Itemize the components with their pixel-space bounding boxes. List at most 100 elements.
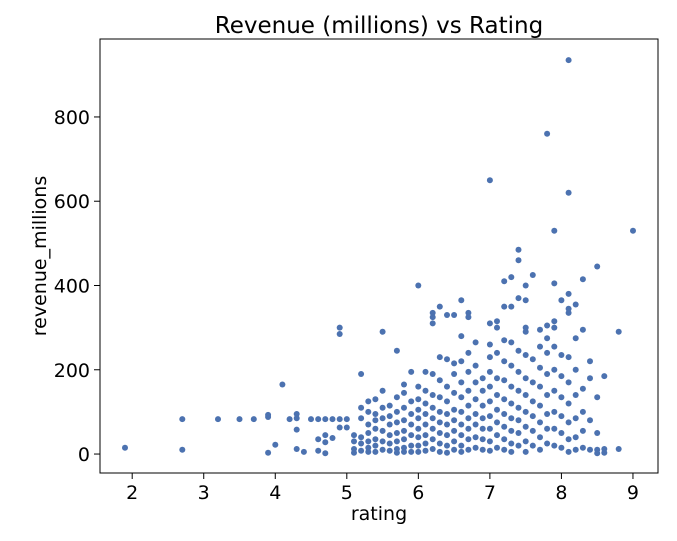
data-point [351, 449, 357, 456]
data-point [415, 448, 422, 455]
data-point [572, 415, 579, 422]
data-point [379, 328, 386, 335]
chart-title: Revenue (millions) vs Rating [215, 13, 543, 39]
data-point [336, 331, 343, 337]
data-point [236, 416, 243, 423]
data-point [544, 411, 551, 417]
data-point [122, 444, 128, 451]
data-point [458, 432, 465, 439]
data-point [537, 419, 543, 426]
data-point [458, 421, 465, 428]
data-point [522, 448, 529, 455]
data-point [494, 318, 500, 325]
data-point [372, 442, 379, 449]
data-point [486, 383, 493, 390]
data-point [179, 446, 186, 453]
data-point [529, 442, 536, 449]
data-point [501, 446, 508, 453]
data-point [572, 434, 579, 441]
data-point [515, 404, 522, 411]
data-point [458, 408, 465, 415]
data-point [486, 447, 493, 454]
data-point [486, 354, 493, 361]
data-point [486, 413, 493, 420]
data-point [558, 413, 565, 420]
data-point [458, 297, 465, 304]
data-point [594, 430, 601, 436]
data-point [587, 375, 593, 382]
y-tick-label: 0 [78, 444, 90, 466]
data-point [179, 416, 186, 423]
data-point [336, 424, 343, 431]
data-point [286, 416, 293, 423]
x-axis-ticks: 2 3 4 5 6 7 8 9 [126, 473, 639, 504]
data-point [422, 440, 429, 447]
data-point [515, 387, 522, 394]
data-point [479, 402, 486, 409]
data-point [393, 408, 400, 415]
data-point [329, 435, 336, 441]
data-point [393, 419, 400, 426]
data-point [537, 446, 543, 453]
data-point [601, 449, 608, 456]
data-point [508, 339, 515, 346]
data-point [558, 430, 565, 436]
x-tick-label: 2 [126, 482, 138, 504]
data-point [486, 320, 493, 327]
data-point [408, 411, 415, 417]
data-point [393, 430, 400, 436]
data-point [565, 448, 572, 455]
data-point [594, 263, 601, 270]
data-point [472, 411, 479, 417]
data-point [265, 449, 272, 456]
data-point [529, 413, 536, 420]
data-point [537, 383, 543, 390]
data-point [401, 427, 407, 434]
data-point [444, 312, 450, 318]
data-point [465, 425, 472, 432]
data-point [472, 444, 479, 451]
data-point [529, 272, 536, 278]
data-point [529, 398, 536, 405]
data-point [565, 309, 572, 316]
data-point [558, 444, 565, 451]
data-point [494, 444, 500, 451]
data-point [401, 448, 407, 455]
data-point [465, 387, 472, 394]
data-point [565, 189, 572, 196]
data-point [365, 448, 372, 455]
data-point [501, 337, 508, 344]
data-point [537, 364, 543, 371]
data-point [358, 415, 365, 422]
data-point [343, 424, 350, 431]
data-point [415, 425, 422, 432]
data-point [458, 448, 465, 455]
data-point [565, 436, 572, 443]
data-point [429, 320, 436, 327]
data-point [429, 436, 436, 443]
data-point [551, 280, 558, 287]
data-point [551, 324, 558, 331]
x-tick-label: 7 [484, 482, 496, 504]
data-point [365, 438, 372, 445]
data-point [444, 356, 450, 363]
data-point [293, 411, 300, 417]
data-point [415, 415, 422, 422]
data-point [379, 427, 386, 434]
data-point [422, 447, 429, 454]
data-point [508, 303, 515, 310]
y-tick-label: 600 [54, 191, 90, 213]
data-point [558, 297, 565, 304]
data-point [537, 343, 543, 350]
data-point [494, 419, 500, 426]
data-point [293, 426, 300, 433]
data-point [522, 328, 529, 335]
data-point [486, 425, 493, 432]
data-point [265, 411, 272, 418]
x-tick-label: 8 [555, 482, 567, 504]
data-point [501, 411, 508, 417]
data-point [494, 432, 500, 439]
data-point [465, 349, 472, 356]
data-point [408, 421, 415, 428]
data-point [422, 421, 429, 428]
